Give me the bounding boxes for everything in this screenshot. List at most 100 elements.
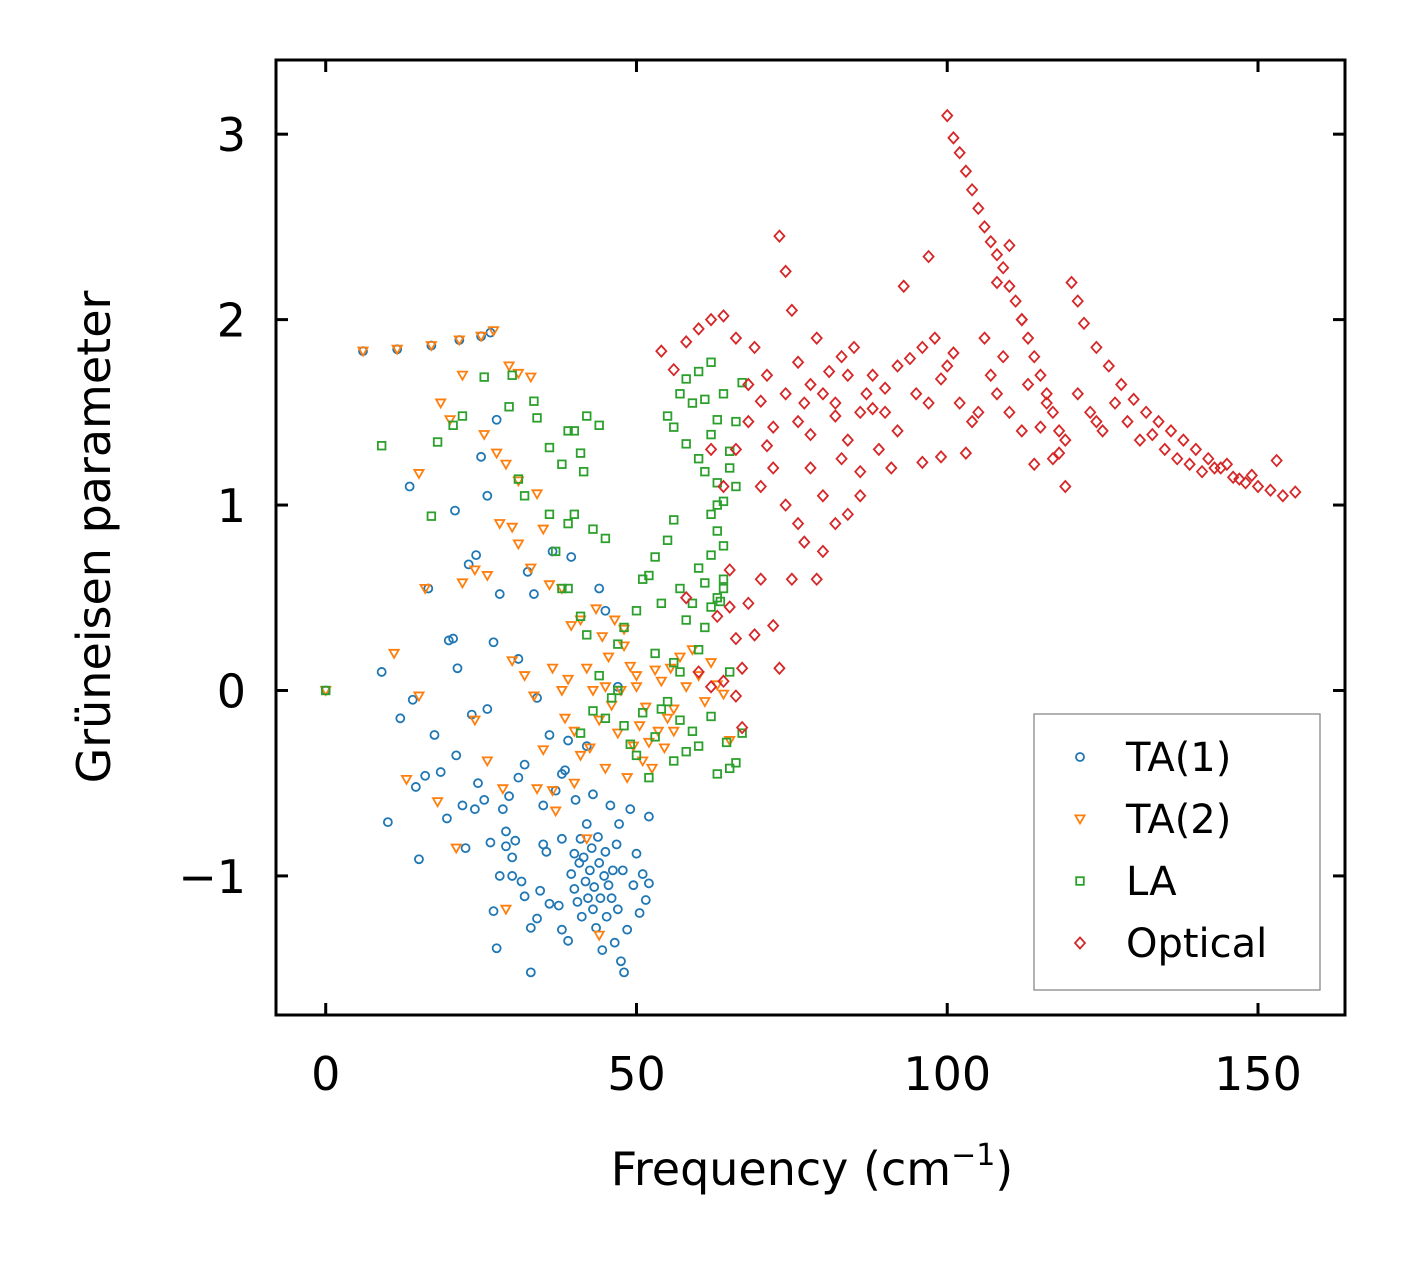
data-point: [596, 632, 609, 643]
data-point: [735, 720, 749, 735]
series-ta-2: [319, 326, 736, 942]
data-point: [566, 869, 577, 879]
data-point: [594, 583, 605, 594]
data-point: [1177, 433, 1190, 447]
data-point: [563, 735, 574, 746]
data-point: [1046, 451, 1060, 466]
data-point: [841, 507, 855, 522]
data-point: [841, 433, 855, 447]
data-point: [681, 746, 691, 757]
data-point: [729, 442, 743, 457]
data-point: [916, 455, 929, 470]
data-point: [669, 515, 679, 525]
data-point: [711, 609, 724, 624]
data-point: [1264, 483, 1277, 498]
data-point: [1108, 396, 1122, 410]
data-point: [419, 583, 432, 595]
data-point: [652, 726, 665, 738]
data-point: [1276, 488, 1290, 503]
data-point: [601, 911, 612, 922]
data-point: [984, 234, 997, 249]
data-point: [479, 372, 489, 382]
data-point: [425, 341, 438, 352]
data-point: [1096, 424, 1109, 438]
data-point: [622, 924, 633, 935]
data-point: [544, 442, 555, 453]
series-ta-1: [320, 327, 654, 978]
data-point: [555, 685, 569, 697]
data-point: [706, 509, 716, 520]
data-point: [996, 260, 1010, 275]
data-point: [529, 396, 539, 406]
data-point: [822, 364, 836, 379]
data-point: [891, 359, 904, 373]
data-point: [766, 461, 780, 475]
data-point: [583, 893, 593, 904]
data-point: [563, 583, 573, 594]
data-point: [619, 967, 629, 978]
data-point: [611, 728, 624, 740]
data-point: [798, 535, 811, 549]
data-point: [723, 563, 736, 577]
data-point: [1233, 472, 1246, 486]
data-point: [742, 596, 755, 611]
data-point: [1077, 316, 1091, 331]
data-point: [667, 704, 680, 716]
data-point: [1202, 451, 1215, 466]
data-point: [595, 893, 606, 904]
data-point: [644, 772, 654, 783]
data-point: [321, 685, 331, 696]
data-point: [541, 846, 552, 857]
legend-entry: Optical: [1073, 921, 1267, 967]
data-point: [481, 571, 494, 582]
data-point: [1164, 424, 1178, 438]
data-point: [810, 331, 823, 345]
data-point: [656, 704, 667, 714]
data-point: [829, 409, 842, 423]
data-point: [731, 481, 741, 492]
data-point: [748, 340, 761, 355]
data-point: [491, 943, 502, 954]
data-point: [356, 346, 370, 358]
legend-marker: [1075, 752, 1085, 762]
data-point: [631, 848, 642, 859]
data-point: [773, 229, 786, 244]
data-point: [613, 639, 623, 649]
data-point: [693, 366, 704, 377]
legend-label: LA: [1126, 859, 1177, 905]
data-point: [779, 264, 792, 279]
data-point: [1139, 405, 1153, 420]
data-point: [474, 331, 488, 343]
data-point: [829, 396, 842, 410]
data-point: [576, 911, 587, 922]
data-point: [639, 702, 652, 714]
data-point: [594, 420, 604, 431]
y-tick-label: 1: [217, 479, 246, 533]
data-point: [479, 794, 490, 805]
data-point: [485, 837, 496, 848]
data-point: [941, 359, 954, 373]
data-point: [599, 871, 610, 881]
data-point: [469, 804, 480, 815]
data-point: [1071, 386, 1084, 401]
data-point: [589, 882, 600, 892]
data-point: [557, 583, 567, 594]
data-point: [575, 448, 586, 458]
data-point: [544, 509, 555, 520]
data-point: [395, 713, 406, 724]
data-point: [575, 611, 586, 622]
data-point: [460, 843, 471, 854]
data-point: [723, 736, 736, 747]
data-point: [866, 401, 879, 416]
data-point: [1289, 485, 1302, 499]
data-point: [382, 817, 393, 828]
data-point: [589, 604, 603, 616]
data-point: [457, 411, 468, 421]
data-point: [609, 937, 620, 948]
data-point: [537, 524, 550, 536]
data-point: [482, 704, 493, 714]
data-point: [532, 913, 542, 924]
data-point: [1034, 368, 1047, 383]
data-point: [617, 624, 631, 636]
data-point: [569, 509, 580, 520]
